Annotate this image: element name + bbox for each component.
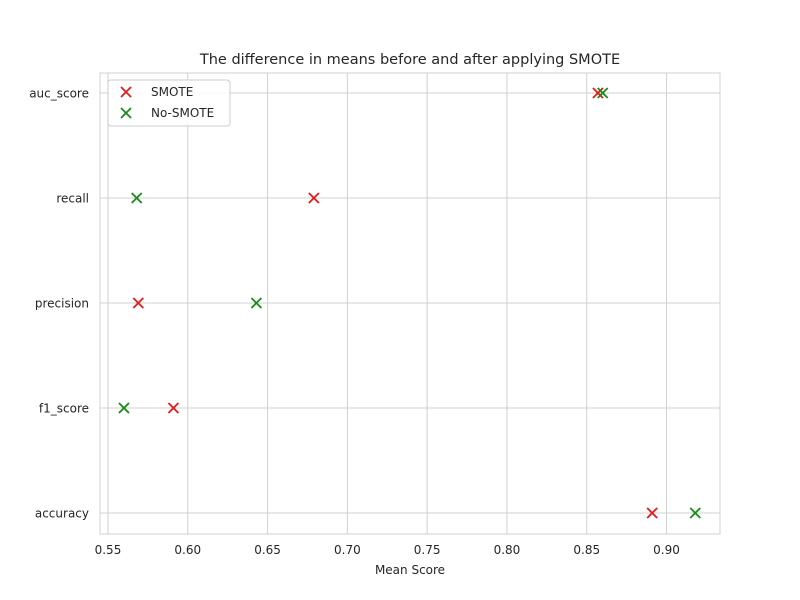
x-tick-label: 0.85 bbox=[573, 543, 600, 557]
plot-border bbox=[99, 72, 721, 535]
y-tick-label: auc_score bbox=[29, 87, 89, 101]
legend-label-smote: SMOTE bbox=[151, 85, 193, 99]
data-point-no-smote bbox=[250, 297, 263, 309]
x-tick-label: 0.75 bbox=[414, 543, 441, 557]
x-tick-label: 0.80 bbox=[494, 543, 521, 557]
data-point-no-smote bbox=[689, 507, 701, 519]
x-tick-labels: 0.55 0.60 0.65 0.70 0.75 0.80 0.85 0.90 bbox=[95, 543, 680, 557]
legend-label-no-smote: No-SMOTE bbox=[151, 106, 214, 120]
x-axis-title: Mean Score bbox=[375, 563, 445, 577]
x-tick-label: 0.60 bbox=[174, 543, 201, 557]
x-tick-label: 0.90 bbox=[653, 543, 680, 557]
data-point-smote bbox=[592, 87, 604, 99]
legend-marker-no-smote bbox=[120, 107, 132, 119]
data-point-smote bbox=[167, 402, 180, 414]
data-points bbox=[118, 87, 701, 519]
data-point-no-smote bbox=[131, 192, 143, 204]
y-tick-label: f1_score bbox=[39, 402, 89, 416]
plot-frame bbox=[99, 72, 721, 535]
x-tick-label: 0.65 bbox=[254, 543, 281, 557]
y-tick-label: recall bbox=[56, 192, 89, 206]
data-point-smote bbox=[132, 297, 144, 309]
data-point-smote bbox=[308, 192, 320, 204]
data-point-no-smote bbox=[118, 402, 130, 414]
x-tick-label: 0.70 bbox=[334, 543, 361, 557]
chart-title: The difference in means before and after… bbox=[199, 52, 620, 68]
y-tick-label: accuracy bbox=[35, 507, 89, 521]
legend: SMOTE No-SMOTE bbox=[107, 79, 231, 127]
grid bbox=[100, 73, 720, 534]
data-point-smote bbox=[646, 507, 658, 519]
legend-marker-smote bbox=[120, 86, 132, 98]
legend-box bbox=[107, 79, 231, 127]
data-point-no-smote bbox=[597, 87, 609, 99]
y-tick-label: precision bbox=[35, 297, 89, 311]
x-tick-label: 0.55 bbox=[95, 543, 122, 557]
